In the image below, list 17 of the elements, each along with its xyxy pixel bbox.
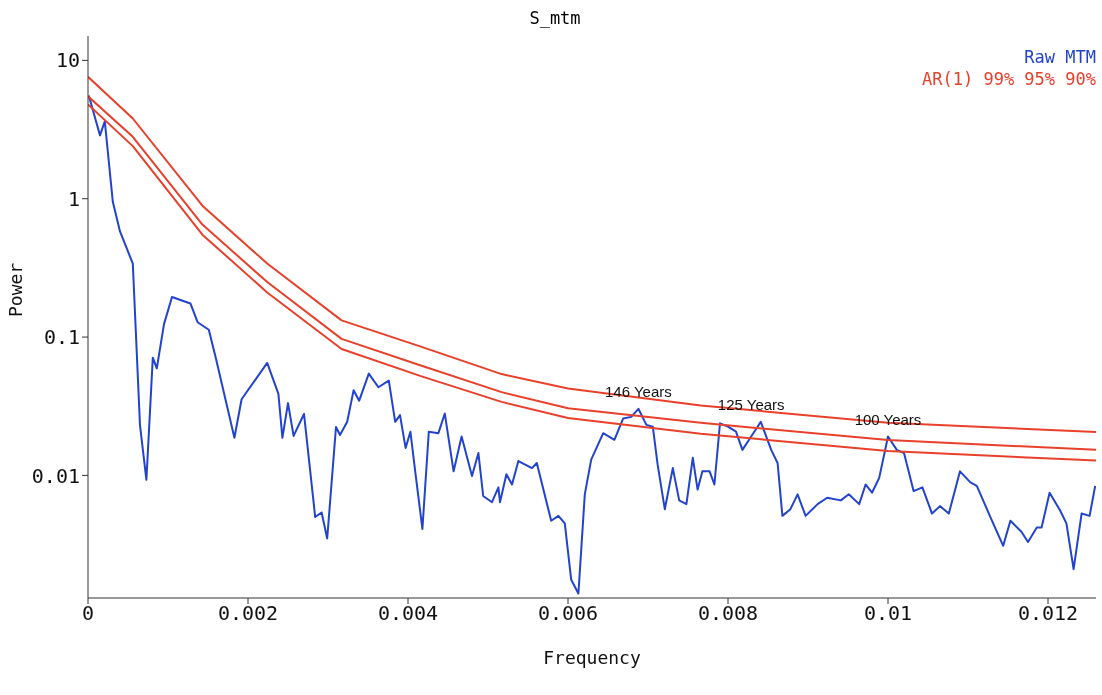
- x-tick-label: 0.002: [217, 601, 279, 626]
- text: AR(1) 99% 95% 90%: [922, 68, 1096, 90]
- y-tick-label: 10: [55, 48, 80, 73]
- y-tick-label: 1: [67, 186, 80, 211]
- x-tick-label: 0.006: [537, 601, 599, 626]
- chart-title: S_mtm: [528, 8, 582, 28]
- y-tick-label: 0.01: [31, 463, 80, 488]
- x-tick-label: 0: [81, 601, 95, 626]
- text: Raw MTM: [1024, 46, 1096, 68]
- line-series: [88, 94, 1096, 595]
- y-tick-label: 0.1: [43, 325, 80, 350]
- x-tick-label: 0.012: [1017, 601, 1079, 626]
- y-axis-title: Power: [5, 262, 27, 317]
- x-tick-label: 0.004: [377, 601, 439, 626]
- x-tick-label: 0.008: [697, 601, 759, 626]
- x-axis-title: Frequency: [543, 647, 641, 668]
- x-tick-label: 0.01: [863, 601, 913, 626]
